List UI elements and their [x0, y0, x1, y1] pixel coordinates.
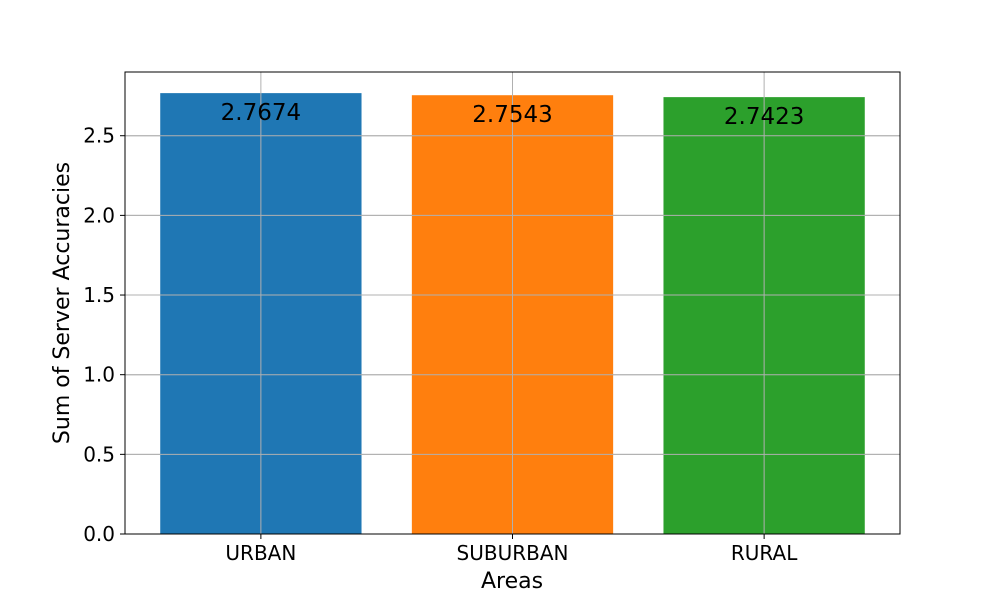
y-tick-label: 1.5	[83, 283, 115, 307]
data-label: 2.7423	[724, 104, 804, 130]
data-labels-layer: 2.7674 2.7543 2.7423	[221, 100, 805, 130]
y-tick-label: 1.0	[83, 363, 115, 387]
x-tick-label: URBAN	[225, 541, 296, 565]
x-axis-label: Areas	[481, 569, 543, 594]
data-label: 2.7543	[472, 102, 552, 128]
y-axis-label: Sum of Server Accuracies	[50, 162, 75, 444]
x-tick-label: RURAL	[731, 541, 798, 565]
y-tick-label: 0.0	[83, 522, 115, 546]
axes-frame	[124, 71, 901, 535]
y-tick-label: 0.5	[83, 442, 115, 466]
y-tick-label: 2.5	[83, 124, 115, 148]
ticks-layer: 0.0 0.5 1.0 1.5 2.0 2.5 URBAN SUBURBAN RURAL	[83, 124, 798, 565]
data-label: 2.7674	[221, 100, 301, 126]
y-tick-label: 2.0	[83, 203, 115, 227]
x-tick-label: SUBURBAN	[457, 541, 569, 565]
